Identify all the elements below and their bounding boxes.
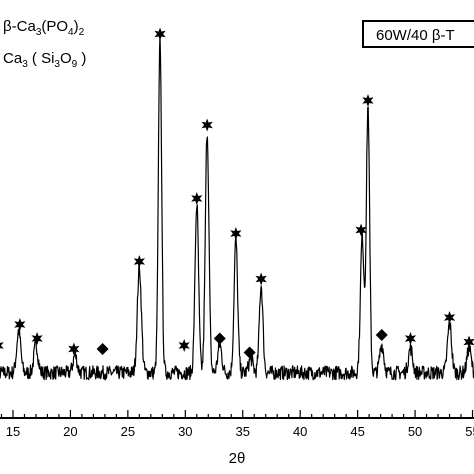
x-tick-label: 35: [236, 424, 250, 439]
star-marker: [201, 118, 213, 132]
x-tick-label: 45: [350, 424, 364, 439]
x-tick-label: 30: [178, 424, 192, 439]
star-marker: [154, 27, 166, 41]
xrd-pattern-line: [0, 34, 474, 381]
star-marker: [463, 335, 474, 349]
diamond-marker: [375, 329, 388, 341]
star-marker: [443, 311, 456, 324]
axes-layer: 15 20 25 30 35 40 45 50 55: [0, 410, 474, 439]
legend-entry-tcp: β-Ca3(PO4)2: [3, 18, 85, 38]
x-tick-label: 25: [121, 424, 135, 439]
star-marker: [404, 332, 417, 345]
diamond-marker: [243, 346, 256, 359]
star-marker: [191, 192, 203, 205]
x-tick-label: 15: [6, 424, 20, 439]
star-marker: [68, 342, 80, 356]
star-marker: [0, 342, 4, 349]
star-marker: [355, 223, 367, 237]
diamond-marker: [213, 332, 226, 345]
x-axis-label: 2θ: [228, 450, 246, 467]
x-tick-label: 55: [465, 424, 474, 439]
star-marker: [230, 227, 242, 240]
star-marker: [178, 339, 190, 352]
x-tick-label: 40: [293, 424, 307, 439]
marker-layer: [0, 27, 474, 359]
star-marker: [14, 318, 26, 331]
diamond-marker: [96, 343, 109, 355]
sample-label: 60W/40 β-T: [362, 20, 474, 48]
star-marker: [255, 272, 267, 286]
legend-entry-silicate: Ca3 ( Si3O9 ): [3, 50, 87, 70]
x-tick-label: 20: [63, 424, 77, 439]
star-marker: [362, 94, 374, 107]
star-marker: [133, 255, 145, 268]
x-tick-label: 50: [408, 424, 422, 439]
star-marker: [31, 332, 43, 345]
